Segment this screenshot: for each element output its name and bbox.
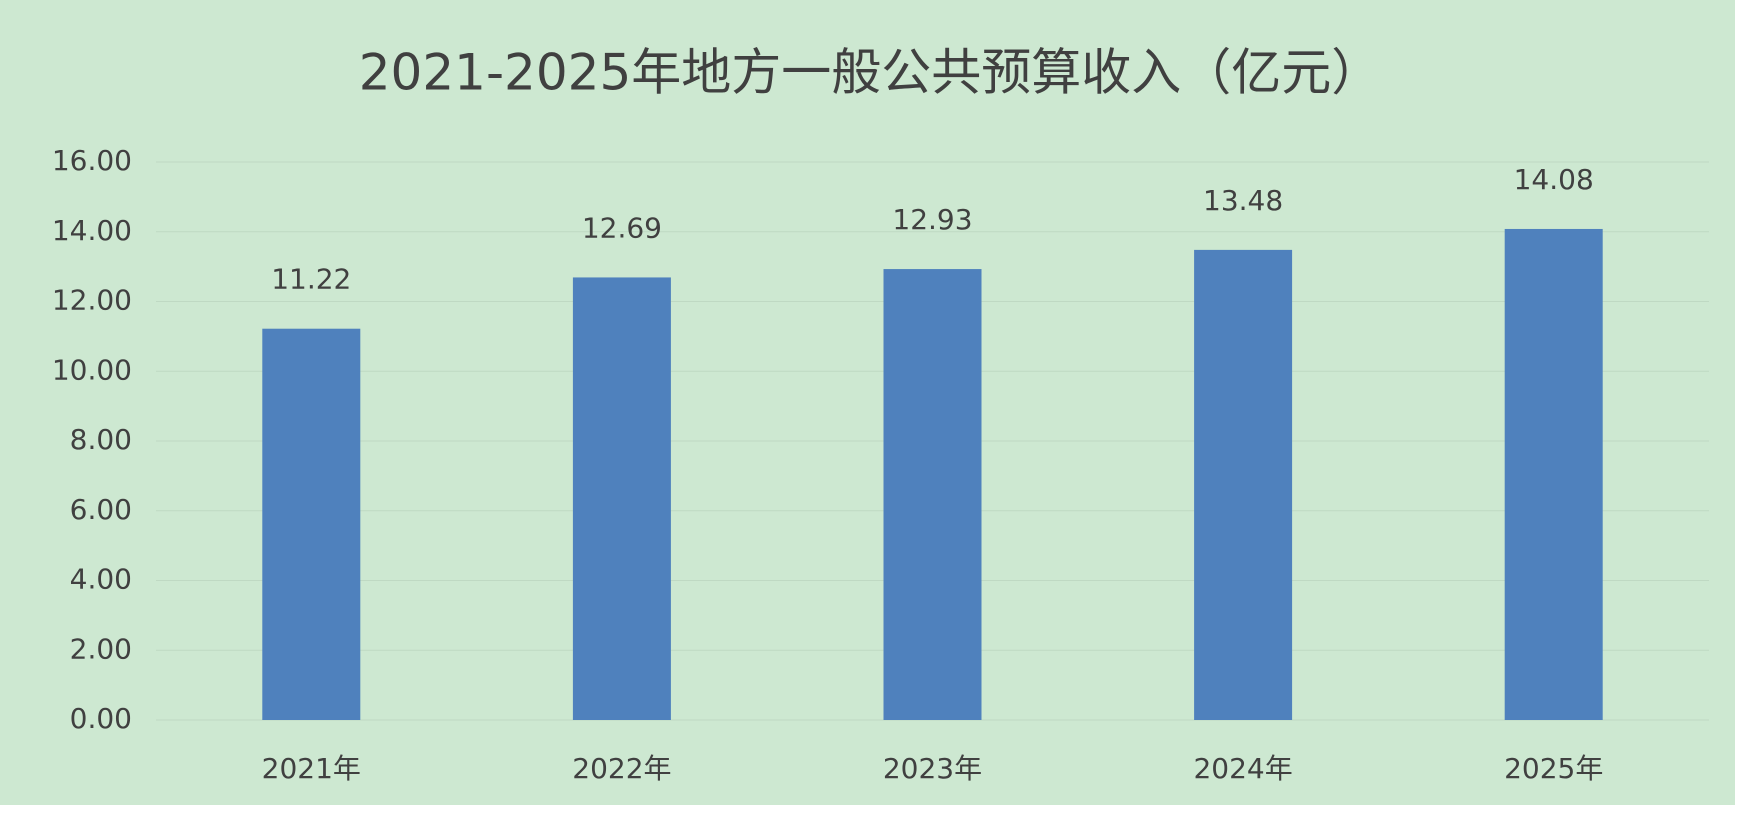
y-tick-label: 4.00 [70,563,132,596]
data-label: 12.93 [892,203,972,236]
y-tick-label: 10.00 [52,353,132,386]
x-tick-label: 2025年 [1504,752,1603,785]
y-tick-label: 0.00 [70,702,132,735]
data-label: 12.69 [582,211,662,244]
bar [262,328,361,720]
chart-title: 2021-2025年地方一般公共预算收入（亿元） [359,44,1382,102]
y-tick-label: 2.00 [70,632,132,665]
bar [1194,249,1293,720]
bar [883,269,982,720]
x-tick-label: 2023年 [883,752,982,785]
y-tick-label: 12.00 [52,284,132,317]
x-tick-label: 2021年 [262,752,361,785]
data-label: 14.08 [1514,163,1594,196]
data-label: 13.48 [1203,184,1283,217]
y-tick-label: 8.00 [70,423,132,456]
y-tick-label: 6.00 [70,493,132,526]
y-tick-label: 14.00 [52,214,132,247]
y-tick-label: 16.00 [52,144,132,177]
x-tick-label: 2022年 [572,752,671,785]
chart-background [0,0,1735,805]
bar [1504,228,1603,720]
x-tick-label: 2024年 [1193,752,1292,785]
data-label: 11.22 [271,263,351,296]
bar [572,277,671,720]
